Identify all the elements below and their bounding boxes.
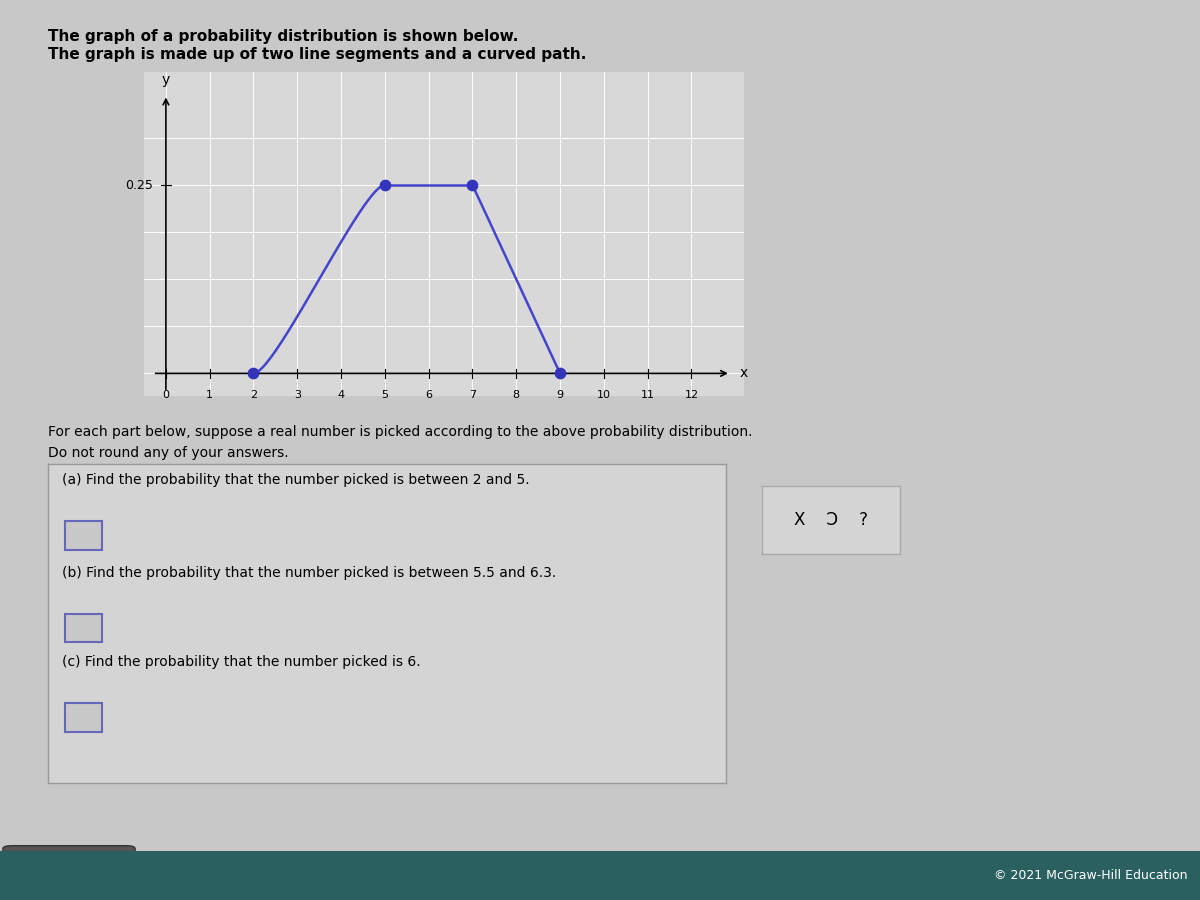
Text: 10: 10: [596, 390, 611, 400]
Text: © 2021 McGraw-Hill Education: © 2021 McGraw-Hill Education: [995, 868, 1188, 882]
Text: 1: 1: [206, 390, 214, 400]
Text: 7: 7: [469, 390, 476, 400]
Bar: [65, 614, 102, 643]
Point: [376, 178, 395, 193]
Text: 9: 9: [557, 390, 564, 400]
Text: x: x: [739, 366, 748, 381]
Text: Do not round any of your answers.: Do not round any of your answers.: [48, 446, 289, 461]
Text: (a) Find the probability that the number picked is between 2 and 5.: (a) Find the probability that the number…: [61, 473, 529, 487]
Text: 0: 0: [162, 390, 169, 400]
Point: [244, 366, 263, 381]
FancyBboxPatch shape: [2, 846, 136, 889]
Text: 5: 5: [382, 390, 389, 400]
Text: 11: 11: [641, 390, 655, 400]
Text: Continue: Continue: [34, 860, 104, 875]
Text: (c) Find the probability that the number picked is 6.: (c) Find the probability that the number…: [61, 655, 420, 670]
Text: 4: 4: [337, 390, 344, 400]
Text: 0.25: 0.25: [125, 178, 152, 192]
Text: For each part below, suppose a real number is picked according to the above prob: For each part below, suppose a real numb…: [48, 425, 752, 439]
Point: [551, 366, 570, 381]
Text: 2: 2: [250, 390, 257, 400]
Text: 12: 12: [684, 390, 698, 400]
Bar: [65, 703, 102, 732]
Text: 6: 6: [425, 390, 432, 400]
Bar: [65, 521, 102, 550]
Text: The graph of a probability distribution is shown below.: The graph of a probability distribution …: [48, 29, 518, 44]
Text: 8: 8: [512, 390, 520, 400]
Text: X    Ɔ    ?: X Ɔ ?: [794, 511, 868, 529]
Text: 3: 3: [294, 390, 301, 400]
Text: (b) Find the probability that the number picked is between 5.5 and 6.3.: (b) Find the probability that the number…: [61, 566, 556, 580]
Text: The graph is made up of two line segments and a curved path.: The graph is made up of two line segment…: [48, 47, 587, 62]
Text: y: y: [162, 73, 170, 87]
Point: [463, 178, 482, 193]
